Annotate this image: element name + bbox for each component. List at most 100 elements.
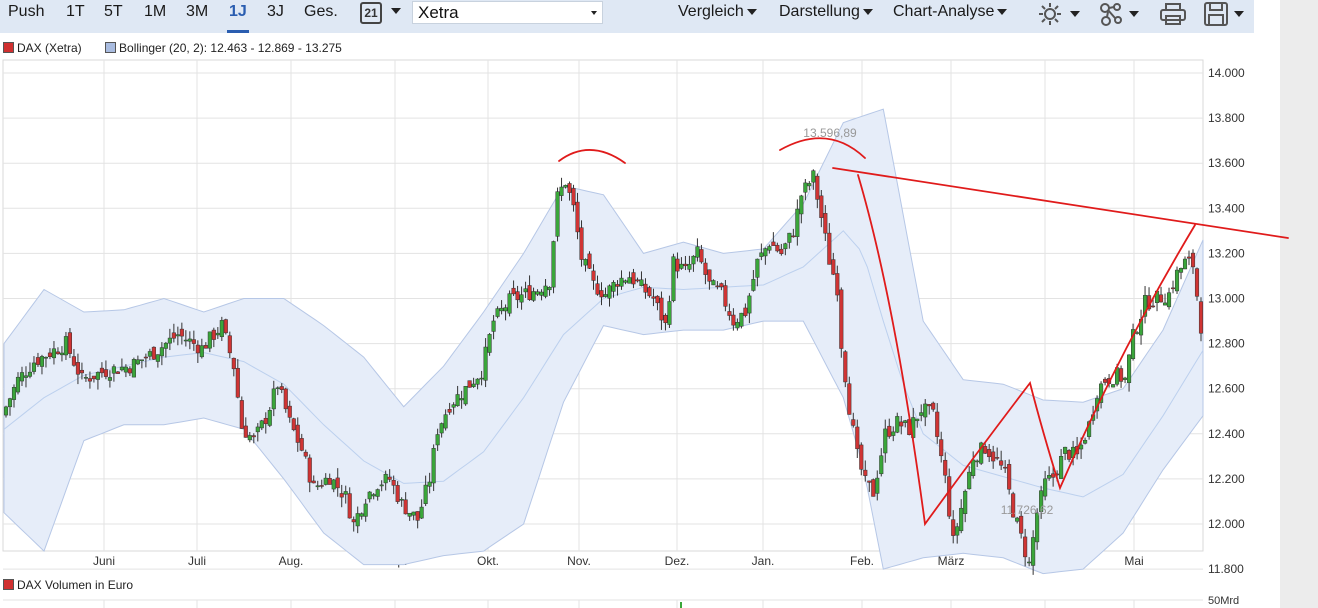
- chart-analyse-menu[interactable]: Chart-Analyse: [893, 3, 1008, 21]
- range-1m-button[interactable]: 1M: [144, 3, 167, 20]
- darstellung-menu[interactable]: Darstellung: [779, 3, 873, 21]
- candle-body: [383, 473, 388, 484]
- exchange-select[interactable]: Xetra: [412, 1, 603, 24]
- candle-body: [331, 479, 336, 490]
- settings-gear-icon[interactable]: [1037, 1, 1085, 27]
- x-tick-label: Juni: [93, 554, 115, 568]
- candle-body: [403, 499, 408, 515]
- candle-body: [879, 455, 884, 475]
- candle-body: [251, 435, 256, 438]
- candle-body: [307, 457, 312, 483]
- candle-body: [107, 377, 112, 381]
- range-ges-button[interactable]: Ges.: [304, 3, 338, 20]
- candle-body: [611, 282, 616, 292]
- candle-body: [1182, 258, 1188, 270]
- candle-body: [503, 307, 508, 312]
- candle-body: [59, 352, 65, 356]
- candle-body: [91, 375, 96, 380]
- candle-body: [139, 359, 144, 361]
- candle-body: [167, 337, 172, 344]
- x-tick-label: Okt.: [477, 554, 499, 568]
- range-1t-button[interactable]: 1T: [66, 3, 85, 20]
- candle-body: [255, 426, 260, 433]
- range-3j-button[interactable]: 3J: [267, 3, 284, 20]
- candle-body: [1166, 292, 1172, 308]
- candle-body: [211, 329, 216, 340]
- candle-body: [859, 444, 864, 470]
- calendar-caret-icon[interactable]: [391, 8, 401, 14]
- candle-body: [39, 356, 45, 367]
- candle-body: [315, 485, 320, 488]
- candle-body: [951, 519, 956, 536]
- candle-body: [715, 285, 720, 288]
- candle-body: [815, 175, 820, 200]
- range-1j-button[interactable]: 1J: [229, 3, 247, 20]
- candle-body: [671, 256, 676, 301]
- candle-body: [567, 183, 572, 193]
- vergleich-menu[interactable]: Vergleich: [678, 3, 757, 21]
- candle-body: [1027, 561, 1032, 564]
- candle-body: [735, 321, 740, 329]
- candle-body: [1079, 444, 1084, 450]
- candle-body: [227, 335, 232, 354]
- candle-body: [763, 248, 768, 257]
- candle-body: [635, 279, 640, 282]
- candle-body: [443, 414, 448, 429]
- y-tick-label: 13.800: [1208, 111, 1245, 125]
- candle-body: [223, 319, 228, 334]
- candle-body: [651, 296, 656, 299]
- candle-body: [323, 477, 328, 485]
- x-tick-label: März: [938, 554, 965, 568]
- push-button[interactable]: Push: [8, 3, 45, 20]
- candle-body: [1111, 384, 1116, 388]
- candle-body: [355, 513, 360, 527]
- print-icon[interactable]: [1158, 1, 1190, 27]
- candle-body: [551, 241, 556, 288]
- page-scroll-strip: [1280, 0, 1318, 608]
- candle-body: [615, 284, 620, 287]
- candle-body: [1103, 378, 1108, 383]
- candle-body: [67, 332, 72, 354]
- exchange-select-value: Xetra: [418, 3, 459, 22]
- candle-body: [179, 328, 184, 337]
- candle-body: [1067, 450, 1072, 460]
- range-5t-button[interactable]: 5T: [104, 3, 123, 20]
- chevron-down-icon: [862, 8, 873, 15]
- candle-body: [575, 201, 580, 233]
- candle-body: [531, 291, 536, 301]
- candle-body: [335, 477, 340, 489]
- candle-body: [607, 285, 612, 299]
- candle-body: [751, 279, 756, 291]
- candle-body: [1131, 329, 1136, 359]
- candle-body: [303, 451, 308, 457]
- candle-body: [379, 484, 384, 487]
- chevron-down-icon: [997, 8, 1008, 15]
- share-network-icon[interactable]: [1098, 1, 1144, 27]
- candle-body: [347, 493, 352, 519]
- candle-body: [27, 371, 33, 377]
- candle-body: [1186, 256, 1192, 259]
- candle-body: [579, 227, 584, 260]
- candle-body: [699, 249, 704, 263]
- candle-body: [707, 269, 712, 282]
- range-3m-button[interactable]: 3M: [186, 3, 209, 20]
- candle-body: [803, 182, 808, 193]
- save-disk-icon[interactable]: [1202, 1, 1250, 27]
- candle-body: [939, 439, 944, 457]
- candle-body: [243, 425, 248, 438]
- candle-body: [131, 359, 136, 378]
- candle-body: [687, 264, 692, 270]
- calendar-icon[interactable]: 21: [360, 2, 382, 24]
- candle-body: [247, 435, 252, 441]
- candle-body: [667, 301, 672, 325]
- candle-body: [831, 259, 836, 275]
- candle-body: [595, 283, 600, 295]
- candle-body: [7, 398, 13, 408]
- candle-body: [1063, 446, 1068, 454]
- candle-body: [999, 460, 1004, 466]
- candle-body: [923, 403, 928, 418]
- candle-body: [547, 286, 552, 291]
- y-tick-label: 11.800: [1208, 562, 1244, 576]
- candle-body: [451, 404, 456, 408]
